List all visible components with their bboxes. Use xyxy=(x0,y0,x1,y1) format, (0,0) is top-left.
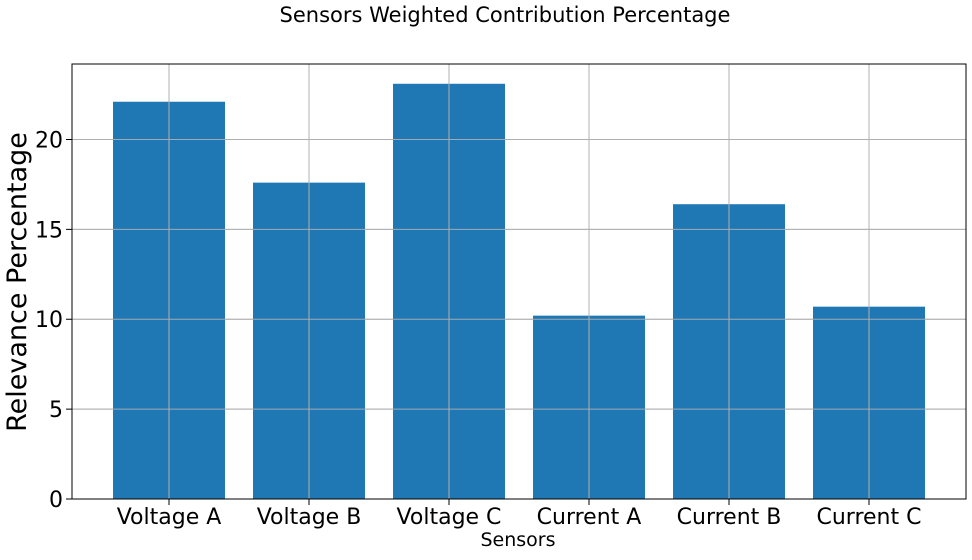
ticks: 0 5 10 15 20 Voltage A Voltage B Voltage C Curre… xyxy=(35,128,921,530)
y-tick-label: 10 xyxy=(35,308,63,333)
bars xyxy=(113,83,925,500)
x-tick-label: Voltage A xyxy=(117,505,222,530)
chart-title: Sensors Weighted Contribution Percentage xyxy=(280,3,731,27)
x-tick-label: Current B xyxy=(677,505,782,530)
x-tick-label: Voltage C xyxy=(397,505,502,530)
y-tick-label: 0 xyxy=(49,488,63,513)
x-tick-label: Current A xyxy=(537,505,642,530)
x-tick-label: Current C xyxy=(817,505,922,530)
y-tick-label: 20 xyxy=(35,128,63,153)
y-axis-label: Relevance Percentage xyxy=(2,132,33,432)
x-axis-label: Sensors xyxy=(480,529,555,551)
y-tick-label: 5 xyxy=(49,398,63,423)
x-tick-label: Voltage B xyxy=(257,505,362,530)
y-tick-label: 15 xyxy=(35,218,63,243)
plot-frame xyxy=(71,63,967,500)
